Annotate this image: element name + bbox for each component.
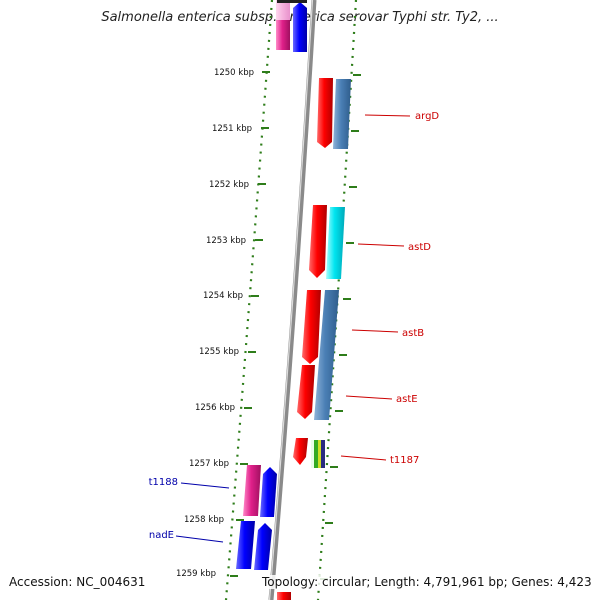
gene-label-leader [340,455,387,461]
ruler-tick-label: 1250 kbp [214,68,254,78]
gene-label-leader [364,114,411,117]
gene-label-leader [357,243,405,247]
gene-label-astD[interactable]: astD [408,242,431,253]
gene-arrow-astD[interactable] [309,205,327,278]
gene-arrow-t1187[interactable] [293,438,308,465]
gene-arrow-t1188[interactable] [243,465,261,516]
ruler: 1250 kbp 1251 kbp 1252 kbp 1253 kbp 1254… [176,68,270,579]
gene-feature-bottom[interactable] [277,592,291,600]
gene-feature-light[interactable] [276,0,290,20]
gene-feature-t1187-navy[interactable] [321,440,325,468]
gene-label-leader [175,535,224,543]
gene-label-leader [180,482,230,489]
gene-arrow-argD[interactable] [317,78,333,148]
gene-label-argD[interactable]: argD [415,111,439,122]
gene-label-leader [345,395,393,400]
genome-backbone [268,0,317,600]
gene-label-t1188[interactable]: t1188 [149,477,178,488]
ruler-tick-label: 1257 kbp [189,459,229,469]
gene-label-nadE[interactable]: nadE [149,530,174,541]
gene-arrow-nadE[interactable] [236,521,255,569]
ruler-tick-label: 1259 kbp [176,569,216,579]
gene-feature-t1187-yellow[interactable] [318,440,321,468]
gene-arrow-astD-partner[interactable] [326,207,345,279]
genome-info-text: Topology: circular; Length: 4,791,961 bp… [262,575,592,589]
ruler-tick-label: 1253 kbp [206,236,246,246]
gene-arrow-t1188-partner[interactable] [260,467,277,517]
genome-info-value: Topology: circular; Length: 4,791,961 bp… [262,575,592,589]
ruler-tick-label: 1254 kbp [203,291,243,301]
ruler-tick-label: 1251 kbp [212,124,252,134]
accession-value: Accession: NC_004631 [9,575,146,589]
ruler-tick-label: 1255 kbp [199,347,239,357]
gene-arrow-astB[interactable] [302,290,321,364]
gene-arrow-argD-partner[interactable] [333,79,351,149]
ruler-tick-label: 1256 kbp [195,403,235,413]
gene-label-t1187[interactable]: t1187 [390,455,419,466]
gene-label-astE[interactable]: astE [396,394,418,405]
gene-feature-t1187-green[interactable] [314,440,318,468]
gene-feature-top-cap[interactable] [277,0,307,3]
gene-arrow-nadE-partner[interactable] [254,523,272,570]
gene-label-astB[interactable]: astB [402,328,424,339]
ruler-tick-label: 1258 kbp [184,515,224,525]
gene-label-leader [351,329,399,333]
genome-backbone-highlight [268,0,314,600]
gene-feature-t1187-white[interactable] [311,440,314,468]
gene-arrow-astB-partner[interactable] [314,290,339,420]
accession-text: Accession: NC_004631 [9,575,146,589]
ruler-tick-label: 1252 kbp [209,180,249,190]
gene-arrow-astE[interactable] [297,365,315,419]
gene-feature-blue[interactable] [293,2,307,52]
